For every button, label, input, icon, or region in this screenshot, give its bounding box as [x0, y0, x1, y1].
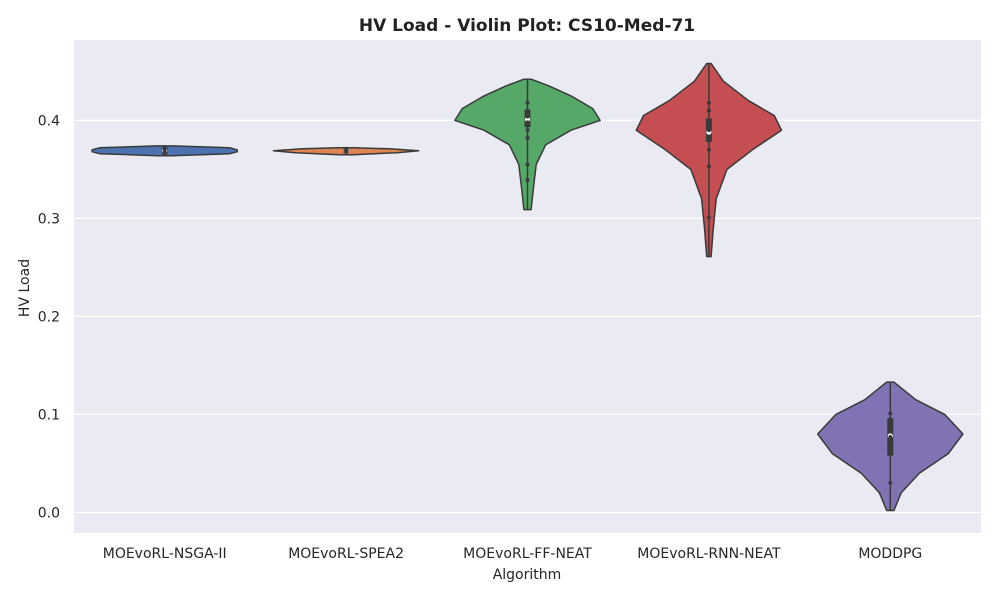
data-point: [706, 118, 711, 123]
violin-1: [91, 145, 239, 157]
data-point: [706, 215, 711, 220]
data-point: [888, 434, 893, 439]
data-point: [525, 128, 530, 133]
data-point: [525, 120, 530, 125]
x-tick-label: MOEvoRL-NSGA-II: [103, 546, 227, 562]
data-point: [525, 114, 530, 119]
data-point: [525, 100, 530, 105]
data-point: [525, 162, 530, 167]
data-point: [888, 481, 893, 486]
data-point: [162, 145, 167, 150]
data-point: [344, 146, 349, 151]
x-tick-label: MOEvoRL-RNN-NEAT: [637, 546, 781, 562]
tick-labels: 0.0 0.1 0.2 0.3 0.4 MOEvoRL-NSGA-II MOEvoRL-SP…: [38, 113, 923, 562]
y-tick-label: 0.2: [38, 309, 60, 325]
y-tick-label: 0.4: [38, 113, 60, 129]
violin-5: [816, 381, 964, 512]
data-point: [162, 151, 167, 156]
y-axis-label: HV Load: [17, 259, 33, 317]
data-point: [706, 100, 711, 105]
data-point: [706, 137, 711, 142]
data-point: [162, 148, 167, 153]
data-point: [706, 128, 711, 133]
x-tick-label: MOEvoRL-FF-NEAT: [463, 546, 592, 562]
data-point: [525, 178, 530, 183]
data-point: [706, 147, 711, 152]
data-point: [706, 108, 711, 113]
grid-lines: [74, 119, 981, 514]
median-point: [524, 116, 531, 122]
data-point: [888, 411, 893, 416]
violin-2: [272, 146, 420, 156]
violin-4: [635, 62, 783, 258]
data-point: [888, 417, 893, 422]
x-tick-label: MOEvoRL-SPEA2: [288, 546, 404, 562]
y-tick-label: 0.0: [38, 505, 60, 521]
data-point: [525, 108, 530, 113]
data-point: [888, 441, 893, 446]
y-tick-label: 0.3: [38, 211, 60, 227]
x-axis-label: Algorithm: [493, 567, 562, 583]
chart-title: HV Load - Violin Plot: CS10-Med-71: [359, 16, 695, 36]
x-tick-label: MODDPG: [858, 546, 922, 562]
violins: [91, 62, 964, 512]
data-point: [888, 427, 893, 432]
y-tick-label: 0.1: [38, 407, 60, 423]
violin-3: [454, 78, 601, 211]
data-point: [525, 136, 530, 141]
data-point: [888, 449, 893, 454]
data-point: [706, 164, 711, 169]
